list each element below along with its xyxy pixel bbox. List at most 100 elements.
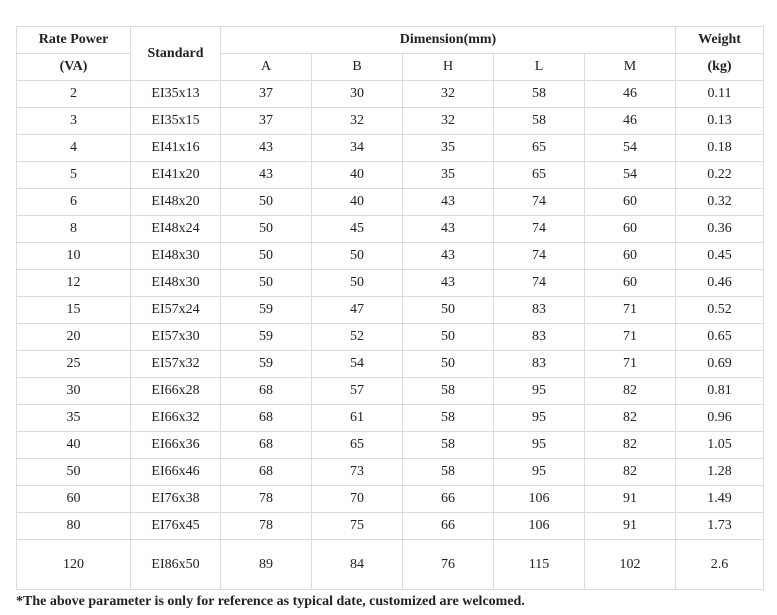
table-row: 30 EI66x28 68 57 58 95 82 0.81 xyxy=(16,377,765,405)
cell-dim-m: 82 xyxy=(583,404,677,432)
cell-dim-h: 35 xyxy=(402,134,494,162)
header-dim-b: B xyxy=(311,53,403,81)
cell-dim-a: 78 xyxy=(220,485,312,513)
cell-dim-l: 95 xyxy=(493,431,585,459)
cell-dim-m: 71 xyxy=(583,323,677,351)
cell-dim-l: 74 xyxy=(493,269,585,297)
cell-standard: EI57x32 xyxy=(130,350,221,378)
cell-standard: EI41x20 xyxy=(130,161,221,189)
cell-dim-l: 106 xyxy=(493,485,585,513)
cell-rate-power: 35 xyxy=(16,404,131,432)
cell-weight: 1.05 xyxy=(675,431,765,459)
cell-standard: EI66x46 xyxy=(130,458,221,486)
cell-dim-a: 59 xyxy=(220,296,312,324)
cell-rate-power: 20 xyxy=(16,323,131,351)
cell-dim-h: 58 xyxy=(402,404,494,432)
cell-dim-a: 68 xyxy=(220,431,312,459)
cell-dim-l: 65 xyxy=(493,161,585,189)
cell-dim-b: 45 xyxy=(311,215,403,243)
cell-dim-h: 43 xyxy=(402,269,494,297)
cell-dim-l: 83 xyxy=(493,296,585,324)
cell-dim-l: 95 xyxy=(493,458,585,486)
cell-dim-l: 74 xyxy=(493,215,585,243)
cell-dim-b: 54 xyxy=(311,350,403,378)
cell-dim-l: 106 xyxy=(493,512,585,540)
cell-standard: EI66x36 xyxy=(130,431,221,459)
table-row: 3 EI35x15 37 32 32 58 46 0.13 xyxy=(16,107,765,135)
cell-dim-b: 50 xyxy=(311,269,403,297)
cell-standard: EI35x13 xyxy=(130,80,221,108)
header-dim-m: M xyxy=(583,53,677,81)
cell-dim-m: 71 xyxy=(583,350,677,378)
cell-dim-b: 65 xyxy=(311,431,403,459)
cell-dim-b: 84 xyxy=(311,539,403,590)
cell-dim-l: 58 xyxy=(493,80,585,108)
cell-dim-a: 37 xyxy=(220,80,312,108)
header-weight: Weight xyxy=(675,26,765,54)
table-row: 120 EI86x50 89 84 76 115 102 2.6 xyxy=(16,539,765,590)
cell-dim-b: 73 xyxy=(311,458,403,486)
cell-dim-l: 58 xyxy=(493,107,585,135)
cell-weight: 1.73 xyxy=(675,512,765,540)
cell-weight: 0.46 xyxy=(675,269,765,297)
cell-dim-h: 32 xyxy=(402,80,494,108)
cell-dim-b: 40 xyxy=(311,161,403,189)
cell-dim-h: 43 xyxy=(402,215,494,243)
table-row: 4 EI41x16 43 34 35 65 54 0.18 xyxy=(16,134,765,162)
cell-dim-a: 50 xyxy=(220,269,312,297)
cell-dim-a: 68 xyxy=(220,377,312,405)
table-row: 50 EI66x46 68 73 58 95 82 1.28 xyxy=(16,458,765,486)
table-row: 60 EI76x38 78 70 66 106 91 1.49 xyxy=(16,485,765,513)
cell-standard: EI66x28 xyxy=(130,377,221,405)
table-body: 2 EI35x13 37 30 32 58 46 0.11 3 EI35x15 37 32 32 58 46… xyxy=(16,80,765,590)
cell-dim-h: 43 xyxy=(402,188,494,216)
header-weight-unit: (kg) xyxy=(675,53,765,81)
table-row: 15 EI57x24 59 47 50 83 71 0.52 xyxy=(16,296,765,324)
header-standard: Standard xyxy=(130,26,221,81)
cell-weight: 0.65 xyxy=(675,323,765,351)
footnote: *The above parameter is only for referen… xyxy=(16,594,525,609)
cell-standard: EI35x15 xyxy=(130,107,221,135)
cell-weight: 0.81 xyxy=(675,377,765,405)
cell-dim-h: 50 xyxy=(402,350,494,378)
table-row: 6 EI48x20 50 40 43 74 60 0.32 xyxy=(16,188,765,216)
cell-dim-l: 74 xyxy=(493,242,585,270)
cell-dim-a: 43 xyxy=(220,161,312,189)
cell-dim-b: 50 xyxy=(311,242,403,270)
cell-dim-m: 102 xyxy=(583,539,677,590)
cell-dim-a: 37 xyxy=(220,107,312,135)
cell-weight: 0.36 xyxy=(675,215,765,243)
cell-dim-m: 82 xyxy=(583,377,677,405)
cell-dim-m: 60 xyxy=(583,242,677,270)
cell-standard: EI76x38 xyxy=(130,485,221,513)
table-row: 80 EI76x45 78 75 66 106 91 1.73 xyxy=(16,512,765,540)
cell-dim-b: 70 xyxy=(311,485,403,513)
cell-standard: EI41x16 xyxy=(130,134,221,162)
cell-dim-h: 58 xyxy=(402,458,494,486)
cell-dim-a: 59 xyxy=(220,323,312,351)
cell-standard: EI76x45 xyxy=(130,512,221,540)
cell-dim-l: 65 xyxy=(493,134,585,162)
cell-dim-m: 91 xyxy=(583,512,677,540)
cell-dim-m: 82 xyxy=(583,458,677,486)
cell-dim-l: 95 xyxy=(493,404,585,432)
cell-weight: 0.11 xyxy=(675,80,765,108)
cell-dim-a: 43 xyxy=(220,134,312,162)
cell-dim-m: 71 xyxy=(583,296,677,324)
table-row: 25 EI57x32 59 54 50 83 71 0.69 xyxy=(16,350,765,378)
cell-dim-h: 58 xyxy=(402,431,494,459)
cell-dim-a: 68 xyxy=(220,458,312,486)
cell-dim-h: 50 xyxy=(402,296,494,324)
cell-rate-power: 5 xyxy=(16,161,131,189)
cell-standard: EI48x30 xyxy=(130,269,221,297)
cell-rate-power: 10 xyxy=(16,242,131,270)
cell-dim-a: 89 xyxy=(220,539,312,590)
cell-dim-a: 50 xyxy=(220,242,312,270)
cell-dim-b: 34 xyxy=(311,134,403,162)
cell-standard: EI57x30 xyxy=(130,323,221,351)
header-rate-power: Rate Power xyxy=(16,26,131,54)
cell-dim-b: 30 xyxy=(311,80,403,108)
cell-rate-power: 50 xyxy=(16,458,131,486)
cell-rate-power: 120 xyxy=(16,539,131,590)
cell-dim-b: 40 xyxy=(311,188,403,216)
